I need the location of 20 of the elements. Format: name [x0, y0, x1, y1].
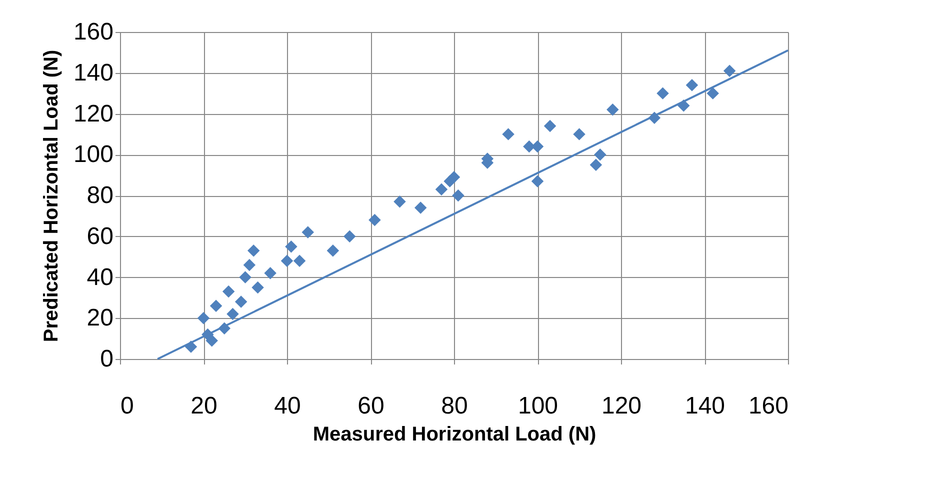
x-tick-label: 140 [684, 392, 726, 420]
x-tick-label: 0 [120, 392, 134, 420]
y-tick-label: 160 [73, 18, 114, 46]
x-tick-label: 120 [601, 392, 642, 420]
x-tick-label: 20 [190, 392, 218, 420]
y-tick-label: 60 [86, 222, 114, 250]
y-tick-label: 80 [86, 182, 114, 209]
x-tick-label: 160 [748, 392, 788, 420]
x-tick-label: 60 [358, 392, 384, 420]
x-tick-label: 100 [518, 392, 558, 420]
x-axis-title: Measured Horizontal Load (N) [312, 424, 596, 446]
y-axis-title: Predicated Horizontal Load (N) [40, 50, 62, 342]
x-tick-label: 80 [441, 392, 468, 420]
y-tick-label: 100 [73, 141, 114, 168]
y-tick-label: 40 [86, 264, 114, 291]
y-tick-label: 120 [73, 100, 114, 128]
y-tick-label: 0 [100, 346, 114, 372]
x-tick-label: 40 [274, 392, 301, 420]
y-tick-label: 20 [86, 304, 114, 332]
y-tick-label: 140 [73, 59, 114, 86]
